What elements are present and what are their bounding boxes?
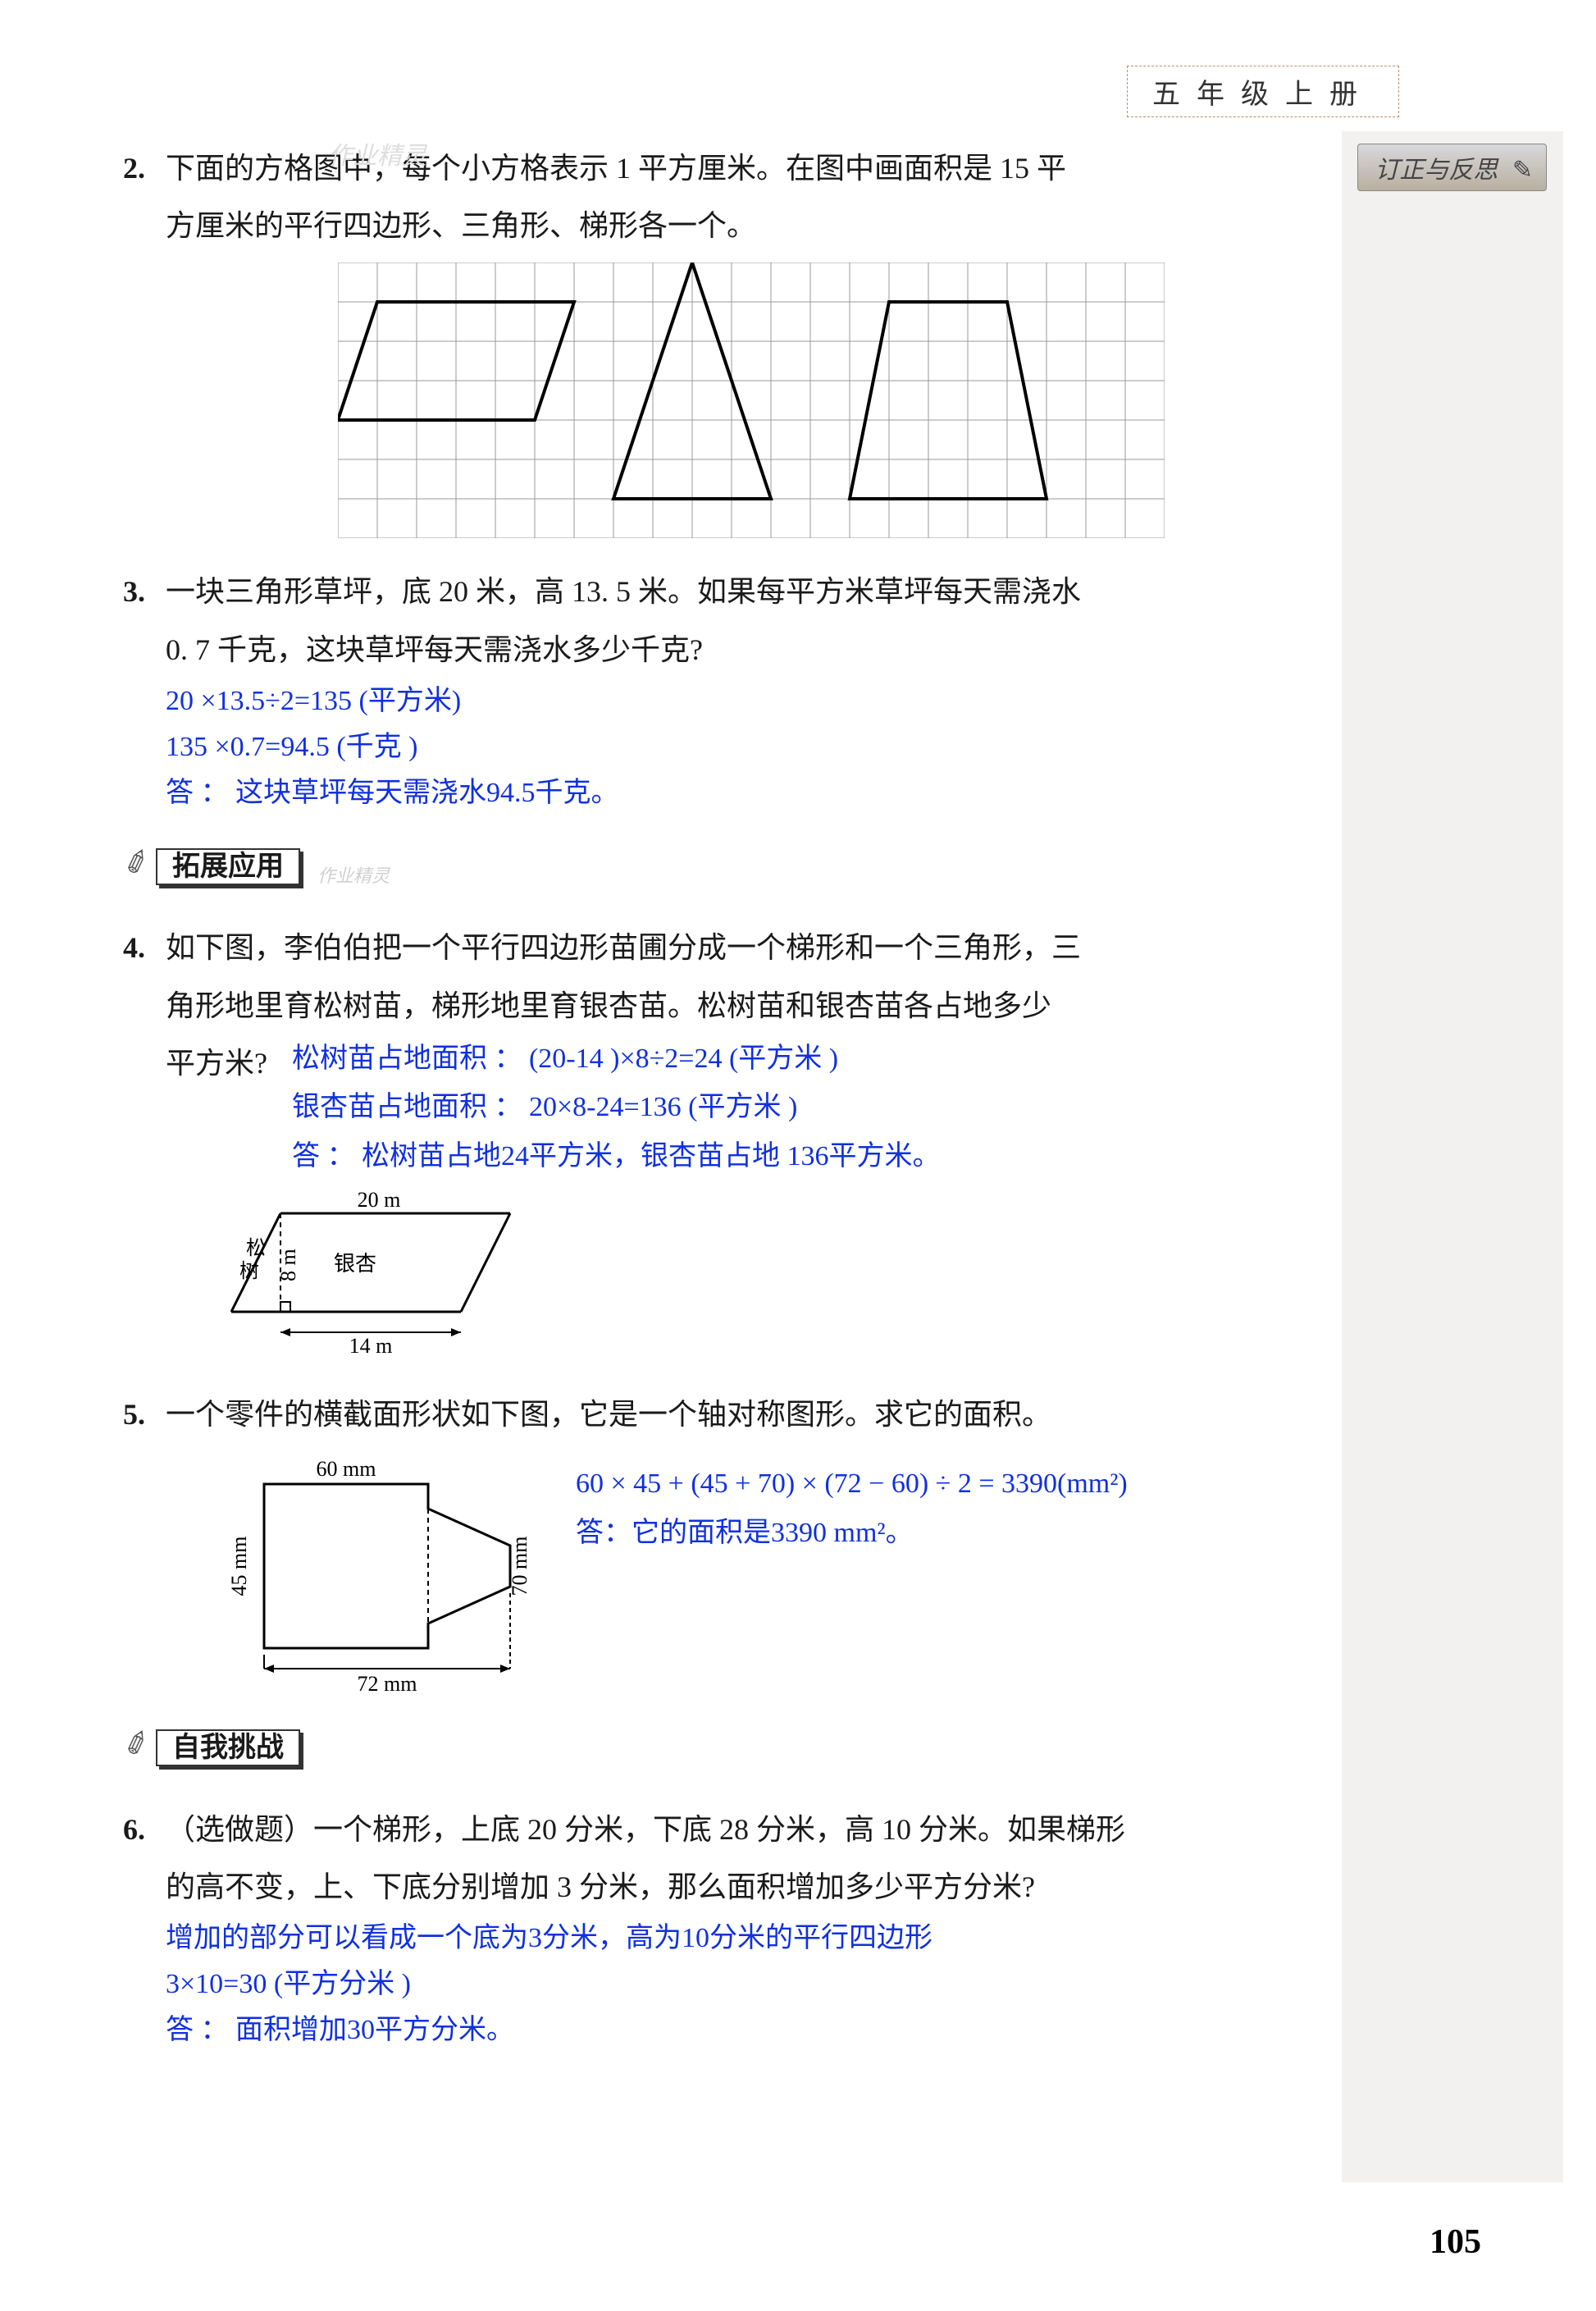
q4-line1: 如下图，李伯伯把一个平行四边形苗圃分成一个梯形和一个三角形，三 <box>166 919 1337 976</box>
q3-ans2: 135 ×0.7=94.5 (千克 ) <box>166 724 1337 770</box>
watermark-small: 作业精灵 <box>317 865 390 886</box>
q4-left-label: 8 m <box>276 1249 300 1281</box>
page-number: 105 <box>1430 2222 1481 2262</box>
q3-num: 3. <box>123 563 166 816</box>
q6-ans2: 3×10=30 (平方分米 ) <box>166 1962 1337 2007</box>
section-challenge: ✐ 自我挑战 <box>156 1718 300 1775</box>
question-5: 5. 一个零件的横截面形状如下图，它是一个轴对称图形。求它的面积。 60 mm … <box>123 1386 1337 1697</box>
q4-ans1: 松树苗占地面积 ： (20-14 )×8÷2=24 (平方米 ) <box>292 1034 1337 1084</box>
q4-line2: 角形地里育松树苗，梯形地里育银杏苗。松树苗和银杏苗各占地多少 <box>166 977 1337 1034</box>
q5-row: 60 mm 45 mm 70 mm 72 mm 60 × 45 + (4 <box>166 1443 1337 1697</box>
q6-num: 6. <box>123 1801 166 2054</box>
q6-ans1: 增加的部分可以看成一个底为3分米，高为10分米的平行四边形 <box>166 1916 1337 1962</box>
q5-ans2: 答：它的面积是3390 mm²。 <box>576 1509 1128 1558</box>
q4-bottom-label: 14 m <box>349 1334 393 1358</box>
q4-ans2: 银杏苗占地面积 ： 20×8-24=136 (平方米 ) <box>292 1083 1337 1132</box>
q5-body: 一个零件的横截面形状如下图，它是一个轴对称图形。求它的面积。 60 mm 45 … <box>166 1386 1337 1697</box>
q4-tri-l1: 松 <box>246 1237 266 1259</box>
q6-line1: （选做题）一个梯形，上底 20 分米，下底 28 分米，高 10 分米。如果梯形 <box>166 1801 1337 1858</box>
q4-trap-label: 银杏 <box>334 1252 376 1276</box>
side-tab: 订正与反思 <box>1357 144 1547 191</box>
q5-left: 45 mm <box>227 1537 251 1596</box>
section-extend: ✐ 拓展应用 作业精灵 <box>156 837 390 894</box>
q5-answers: 60 × 45 + (45 + 70) × (72 − 60) ÷ 2 = 33… <box>576 1443 1128 1557</box>
q5-right: 70 mm <box>508 1537 531 1596</box>
question-2: 2. 下面的方格图中，每个小方格表示 1 平方厘米。在图中画面积是 15 平 方… <box>123 139 1337 538</box>
book-title: 五年级上册 <box>1152 80 1374 110</box>
q3-ans1: 20 ×13.5÷2=135 (平方米) <box>166 678 1337 724</box>
q5-ans1: 60 × 45 + (45 + 70) × (72 − 60) ÷ 2 = 33… <box>576 1459 1128 1509</box>
watermark: 作业精灵 <box>328 135 426 171</box>
q4-num: 4. <box>123 919 166 1361</box>
section-challenge-label: 自我挑战 <box>156 1729 300 1766</box>
q4-answers: 松树苗占地面积 ： (20-14 )×8÷2=24 (平方米 ) 银杏苗占地面积… <box>292 1034 1337 1181</box>
content: 2. 下面的方格图中，每个小方格表示 1 平方厘米。在图中画面积是 15 平 方… <box>123 139 1337 2053</box>
q4-body: 如下图，李伯伯把一个平行四边形苗圃分成一个梯形和一个三角形，三 角形地里育松树苗… <box>166 919 1337 1361</box>
question-4: 4. 如下图，李伯伯把一个平行四边形苗圃分成一个梯形和一个三角形，三 角形地里育… <box>123 919 1337 1361</box>
q4-row: 平方米? 松树苗占地面积 ： (20-14 )×8÷2=24 (平方米 ) 银杏… <box>166 1034 1337 1181</box>
q2-line2: 方厘米的平行四边形、三角形、梯形各一个。 <box>166 197 1337 254</box>
notes-margin <box>1342 131 1563 2182</box>
q2-body: 下面的方格图中，每个小方格表示 1 平方厘米。在图中画面积是 15 平 方厘米的… <box>166 139 1337 538</box>
q3-line1: 一块三角形草坪，底 20 米，高 13. 5 米。如果每平方米草坪每天需浇水 <box>166 563 1337 620</box>
side-tab-label: 订正与反思 <box>1375 157 1498 184</box>
page: 五年级上册 订正与反思 作业精灵 2. 下面的方格图中，每个小方格表示 1 平方… <box>0 0 1596 2311</box>
grid-diagram <box>338 263 1165 538</box>
q4-top-label: 20 m <box>358 1189 401 1212</box>
question-3: 3. 一块三角形草坪，底 20 米，高 13. 5 米。如果每平方米草坪每天需浇… <box>123 563 1337 816</box>
q5-bottom: 72 mm <box>358 1672 417 1696</box>
q5-num: 5. <box>123 1386 166 1697</box>
q2-figure <box>166 263 1337 538</box>
book-title-box: 五年级上册 <box>1127 66 1399 117</box>
q6-line2: 的高不变，上、下底分别增加 3 分米，那么面积增加多少平方分米? <box>166 1858 1337 1916</box>
q6-body: （选做题）一个梯形，上底 20 分米，下底 28 分米，高 10 分米。如果梯形… <box>166 1801 1337 2054</box>
q4-figure: 20 m 8 m 松 树 银杏 14 m <box>190 1189 1337 1361</box>
pencil-icon: ✐ <box>115 1712 160 1779</box>
q4-line3: 平方米? <box>166 1034 267 1092</box>
q3-line2: 0. 7 千克，这块草坪每天需浇水多少千克? <box>166 621 1337 678</box>
question-6: 6. （选做题）一个梯形，上底 20 分米，下底 28 分米，高 10 分米。如… <box>123 1801 1337 2054</box>
section-extend-label: 拓展应用 <box>156 848 300 885</box>
cross-section-diagram: 60 mm 45 mm 70 mm 72 mm <box>190 1451 551 1697</box>
q5-text: 一个零件的横截面形状如下图，它是一个轴对称图形。求它的面积。 <box>166 1386 1337 1443</box>
q2-num: 2. <box>123 139 166 538</box>
q5-figure: 60 mm 45 mm 70 mm 72 mm <box>190 1451 551 1697</box>
q4-ans3: 答 ： 松树苗占地24平方米，银杏苗占地 136平方米。 <box>292 1132 1337 1181</box>
q4-tri-l2: 树 <box>239 1260 259 1282</box>
q6-ans3: 答 ： 面积增加30平方分米。 <box>166 2007 1337 2053</box>
q3-body: 一块三角形草坪，底 20 米，高 13. 5 米。如果每平方米草坪每天需浇水 0… <box>166 563 1337 816</box>
parallelogram-diagram: 20 m 8 m 松 树 银杏 14 m <box>190 1189 535 1361</box>
q3-ans3: 答 ： 这块草坪每天需浇水94.5千克。 <box>166 770 1337 816</box>
pencil-icon: ✐ <box>115 831 160 897</box>
q5-top: 60 mm <box>317 1457 376 1481</box>
